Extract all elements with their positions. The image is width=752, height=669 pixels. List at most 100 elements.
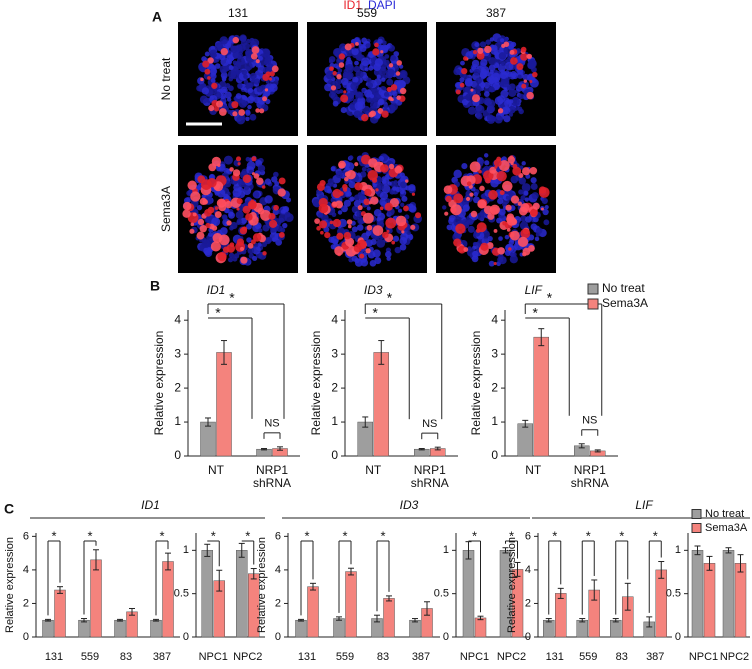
nucleus (479, 41, 487, 48)
column-label: 131 (228, 6, 248, 20)
id1-signal (390, 84, 398, 91)
id1-signal (257, 207, 265, 215)
nucleus (390, 102, 398, 111)
nucleus (386, 256, 391, 261)
id1-signal (530, 208, 538, 217)
nucleus (335, 78, 342, 85)
nucleus (323, 226, 330, 233)
error-bar (412, 618, 418, 623)
significance: * (552, 528, 557, 543)
error-bar (129, 607, 135, 616)
error-bar (514, 561, 521, 577)
nucleus (500, 38, 505, 43)
id1-signal (242, 205, 251, 214)
nucleus (498, 208, 506, 216)
id1-signal (357, 205, 363, 211)
nucleus (270, 226, 277, 233)
id1-signal (204, 68, 211, 75)
nucleus (507, 71, 513, 77)
nucleus (396, 79, 406, 89)
y-tick-label: 2 (174, 380, 181, 394)
id1-signal (250, 199, 254, 203)
id1-signal (207, 76, 211, 80)
nucleus (219, 36, 229, 45)
error-bar (418, 448, 425, 451)
id1-signal (370, 196, 379, 205)
id1-signal (475, 228, 481, 233)
significance: * (619, 528, 624, 543)
x-tick-label: NRP1 shRNA (252, 463, 291, 490)
id1-signal (182, 201, 192, 211)
nucleus (353, 200, 361, 208)
nucleus (237, 83, 243, 89)
row-label: No treat (159, 57, 173, 100)
id1-signal (359, 253, 365, 259)
x-tick-label: 131 (45, 651, 63, 663)
nucleus (335, 83, 342, 90)
error-bar (250, 568, 257, 580)
nucleus (223, 155, 233, 165)
nucleus (483, 82, 490, 89)
nucleus (356, 210, 363, 218)
y-tick-label: 4 (491, 312, 498, 326)
error-bar (386, 595, 392, 602)
y-tick-label: 1 (443, 544, 449, 556)
nucleus (224, 91, 232, 99)
nucleus (211, 217, 221, 227)
nucleus (368, 97, 375, 103)
id1-signal (368, 201, 372, 205)
y-tick-label: 2 (491, 380, 498, 394)
error-bar (362, 416, 369, 428)
nucleus (505, 106, 510, 111)
nucleus (329, 182, 335, 187)
y-tick-label: 0 (675, 631, 681, 643)
nucleus (227, 109, 232, 115)
id1-signal (484, 45, 492, 54)
bar (655, 569, 667, 638)
bar (383, 598, 395, 638)
id1-signal (529, 166, 538, 175)
nucleus (354, 60, 359, 66)
nucleus (530, 177, 537, 184)
x-tick-label: NRP1 shRNA (570, 463, 609, 490)
x-tick-label: NPC1 (689, 651, 718, 663)
id1-signal (250, 52, 258, 60)
nucleus (386, 78, 394, 86)
legend-swatch (691, 509, 702, 519)
nucleus (228, 211, 235, 219)
id1-signal (526, 54, 531, 59)
id1-signal (369, 110, 376, 117)
panel-label: A (152, 9, 162, 25)
id1-signal (214, 211, 222, 219)
id1-signal (205, 222, 211, 229)
nucleus (369, 94, 375, 99)
id1-signal (338, 162, 345, 169)
nucleus (490, 178, 499, 188)
id1-signal (236, 238, 245, 246)
id1-signal (200, 77, 204, 82)
significance: * (215, 305, 221, 321)
id1-signal (190, 222, 195, 227)
nucleus (253, 96, 261, 104)
error-bar (694, 545, 701, 556)
y-tick-label: 4 (331, 312, 338, 326)
nucleus (240, 217, 248, 224)
id1-signal (396, 60, 402, 66)
nucleus (384, 54, 390, 59)
nucleus (378, 155, 384, 162)
id1-signal (362, 212, 374, 224)
id1-signal (517, 201, 522, 206)
id1-signal (512, 166, 522, 176)
id1-signal (217, 163, 221, 168)
id1-signal (510, 57, 518, 65)
nucleus (510, 175, 519, 184)
y-tick-label: 1 (331, 414, 338, 428)
nucleus (235, 93, 242, 99)
id1-signal (363, 198, 370, 206)
nucleus (364, 67, 369, 72)
id1-signal (316, 183, 325, 192)
error-bar (502, 547, 509, 554)
nucleus (378, 89, 385, 96)
id1-signal (443, 185, 453, 194)
nucleus (330, 166, 336, 172)
